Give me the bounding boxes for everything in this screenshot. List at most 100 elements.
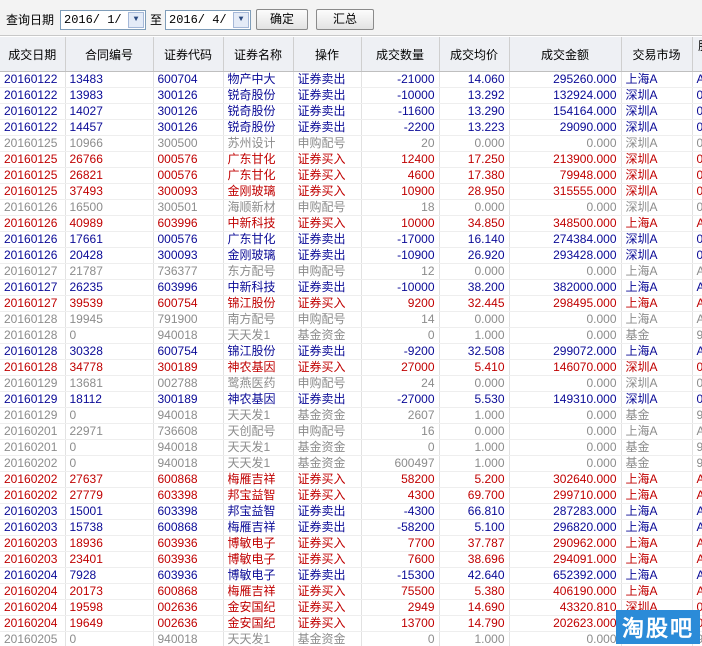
table-row[interactable]: 20160202 27637 600868 梅雁吉祥 证券买入 58200 5.200 302… [0, 471, 702, 488]
cell-quantity: 75500 [361, 583, 440, 600]
cell-security-name: 南方配号 [223, 311, 294, 328]
column-header-security-code[interactable]: 证券代码 [153, 37, 224, 72]
cell-contract-no: 17661 [65, 231, 154, 248]
cell-trade-date: 20160126 [0, 231, 66, 248]
cell-avg-price: 0.000 [439, 199, 510, 216]
cell-contract-no: 18936 [65, 535, 154, 552]
table-row[interactable]: 20160128 34778 300189 神农基因 证券买入 27000 5.410 146… [0, 359, 702, 376]
chevron-down-icon[interactable]: ▼ [233, 12, 249, 28]
table-row[interactable]: 20160204 20173 600868 梅雁吉祥 证券买入 75500 5.380 406… [0, 583, 702, 600]
table-row[interactable]: 20160122 14027 300126 锐奇股份 证券卖出 -11600 13.290 1… [0, 103, 702, 120]
column-header-amount[interactable]: 成交金额 [509, 37, 622, 72]
table-row[interactable]: 20160204 19649 002636 金安国纪 证券买入 13700 14.790 20… [0, 615, 702, 632]
table-row[interactable]: 20160127 39539 600754 锦江股份 证券买入 9200 32.445 298… [0, 295, 702, 312]
cell-market: 深圳A [621, 167, 693, 184]
column-header-security-name[interactable]: 证券名称 [223, 37, 294, 72]
cell-market: 深圳A [621, 151, 693, 168]
column-header-market[interactable]: 交易市场 [621, 37, 693, 72]
cell-amount: 0.000 [509, 263, 622, 280]
cell-security-code: 603996 [153, 215, 224, 232]
cell-avg-price: 5.100 [439, 519, 510, 536]
cell-market: 基金 [621, 407, 693, 424]
table-row[interactable]: 20160128 19945 791900 南方配号 申购配号 14 0.000 0.000 上… [0, 311, 702, 328]
cell-market: 上海A [621, 295, 693, 312]
cell-quantity: -17000 [361, 231, 440, 248]
cell-trade-date: 20160126 [0, 247, 66, 264]
table-row[interactable]: 20160122 14457 300126 锐奇股份 证券卖出 -2200 13.223 29… [0, 119, 702, 136]
cell-account: 9 [692, 439, 702, 456]
cell-avg-price: 17.250 [439, 151, 510, 168]
cell-trade-date: 20160125 [0, 151, 66, 168]
table-row[interactable]: 20160128 30328 600754 锦江股份 证券卖出 -9200 32.508 29… [0, 343, 702, 360]
table-row[interactable]: 20160125 26766 000576 广东甘化 证券买入 12400 17.250 21… [0, 151, 702, 168]
table-row[interactable]: 20160127 26235 603996 中新科技 证券卖出 -10000 38.200 3… [0, 279, 702, 296]
table-row[interactable]: 20160126 17661 000576 广东甘化 证券卖出 -17000 16.140 2… [0, 231, 702, 248]
cell-contract-no: 26821 [65, 167, 154, 184]
table-row[interactable]: 20160129 13681 002788 鹭燕医药 申购配号 24 0.000 0.000 深… [0, 375, 702, 392]
cell-amount: 132924.000 [509, 87, 622, 104]
cell-avg-price: 13.292 [439, 87, 510, 104]
cell-security-name: 中新科技 [223, 279, 294, 296]
cell-amount: 0.000 [509, 375, 622, 392]
column-header-avg-price[interactable]: 成交均价 [439, 37, 510, 72]
cell-quantity: -21000 [361, 71, 440, 88]
column-header-contract-no[interactable]: 合同编号 [65, 37, 154, 72]
start-date-picker[interactable]: 2016/ 1/ 1 ▼ [60, 10, 146, 30]
table-row[interactable]: 20160202 27779 603398 邦宝益智 证券买入 4300 69.700 299… [0, 487, 702, 504]
cell-security-code: 000576 [153, 231, 224, 248]
cell-quantity: -10000 [361, 279, 440, 296]
cell-market: 深圳A [621, 199, 693, 216]
cell-security-name: 物产中大 [223, 71, 294, 88]
table-row[interactable]: 20160125 26821 000576 广东甘化 证券买入 4600 17.380 799… [0, 167, 702, 184]
cell-trade-date: 20160122 [0, 103, 66, 120]
cell-avg-price: 1.000 [439, 631, 510, 646]
table-row[interactable]: 20160122 13983 300126 锐奇股份 证券卖出 -10000 13.292 1… [0, 87, 702, 104]
table-row[interactable]: 20160126 40989 603996 中新科技 证券买入 10000 34.850 34… [0, 215, 702, 232]
cell-security-code: 600868 [153, 583, 224, 600]
table-row[interactable]: 20160122 13483 600704 物产中大 证券卖出 -21000 14.060 2… [0, 71, 702, 88]
table-row[interactable]: 20160203 15738 600868 梅雁吉祥 证券卖出 -58200 5.100 29… [0, 519, 702, 536]
table-row[interactable]: 20160125 10966 300500 苏州设计 申购配号 20 0.000 0.000 深… [0, 135, 702, 152]
cell-security-name: 博敏电子 [223, 567, 294, 584]
table-row[interactable]: 20160127 21787 736377 东方配号 申购配号 12 0.000 0.000 上… [0, 263, 702, 280]
cell-contract-no: 13681 [65, 375, 154, 392]
column-header-quantity[interactable]: 成交数量 [361, 37, 440, 72]
cell-account: 0 [692, 167, 702, 184]
cell-contract-no: 39539 [65, 295, 154, 312]
table-row[interactable]: 20160203 18936 603936 博敏电子 证券买入 7700 37.787 290… [0, 535, 702, 552]
confirm-button[interactable]: 确定 [256, 9, 308, 30]
cell-avg-price: 0.000 [439, 423, 510, 440]
table-row[interactable]: 20160129 18112 300189 神农基因 证券卖出 -27000 5.530 14… [0, 391, 702, 408]
table-row[interactable]: 20160126 20428 300093 金刚玻璃 证券卖出 -10900 26.920 2… [0, 247, 702, 264]
cell-market: 上海A [621, 503, 693, 520]
table-row[interactable]: 20160204 19598 002636 金安国纪 证券买入 2949 14.690 433… [0, 599, 702, 616]
cell-market: 基金 [621, 439, 693, 456]
cell-security-name: 中新科技 [223, 215, 294, 232]
table-row[interactable]: 20160202 0 940018 天天发1 基金资金 600497 1.000 0.000 基… [0, 455, 702, 472]
cell-account: 0 [692, 247, 702, 264]
table-row[interactable]: 20160126 16500 300501 海顺新材 申购配号 18 0.000 0.000 深… [0, 199, 702, 216]
column-header-trade-date[interactable]: 成交日期 [0, 37, 66, 72]
column-header-operation[interactable]: 操作 [293, 37, 362, 72]
column-header-account[interactable]: 股东帐户 [692, 37, 702, 72]
cell-operation: 申购配号 [293, 311, 362, 328]
table-row[interactable]: 20160201 22971 736608 天创配号 申购配号 16 0.000 0.000 上… [0, 423, 702, 440]
table-row[interactable]: 20160125 37493 300093 金刚玻璃 证券买入 10900 28.950 31… [0, 183, 702, 200]
table-row[interactable]: 20160203 15001 603398 邦宝益智 证券卖出 -4300 66.810 28… [0, 503, 702, 520]
cell-security-name: 神农基因 [223, 359, 294, 376]
cell-market: 深圳A [621, 359, 693, 376]
table-row[interactable]: 20160203 23401 603936 博敏电子 证券买入 7600 38.696 294… [0, 551, 702, 568]
cell-security-code: 791900 [153, 311, 224, 328]
chevron-down-icon[interactable]: ▼ [128, 12, 144, 28]
summary-button[interactable]: 汇总 [316, 9, 374, 30]
end-date-picker[interactable]: 2016/ 4/ 4 ▼ [165, 10, 251, 30]
end-date-value: 2016/ 4/ 4 [169, 13, 242, 27]
table-row[interactable]: 20160204 7928 603936 博敏电子 证券卖出 -15300 42.640 65… [0, 567, 702, 584]
cell-operation: 申购配号 [293, 375, 362, 392]
cell-security-name: 锦江股份 [223, 295, 294, 312]
cell-avg-price: 66.810 [439, 503, 510, 520]
